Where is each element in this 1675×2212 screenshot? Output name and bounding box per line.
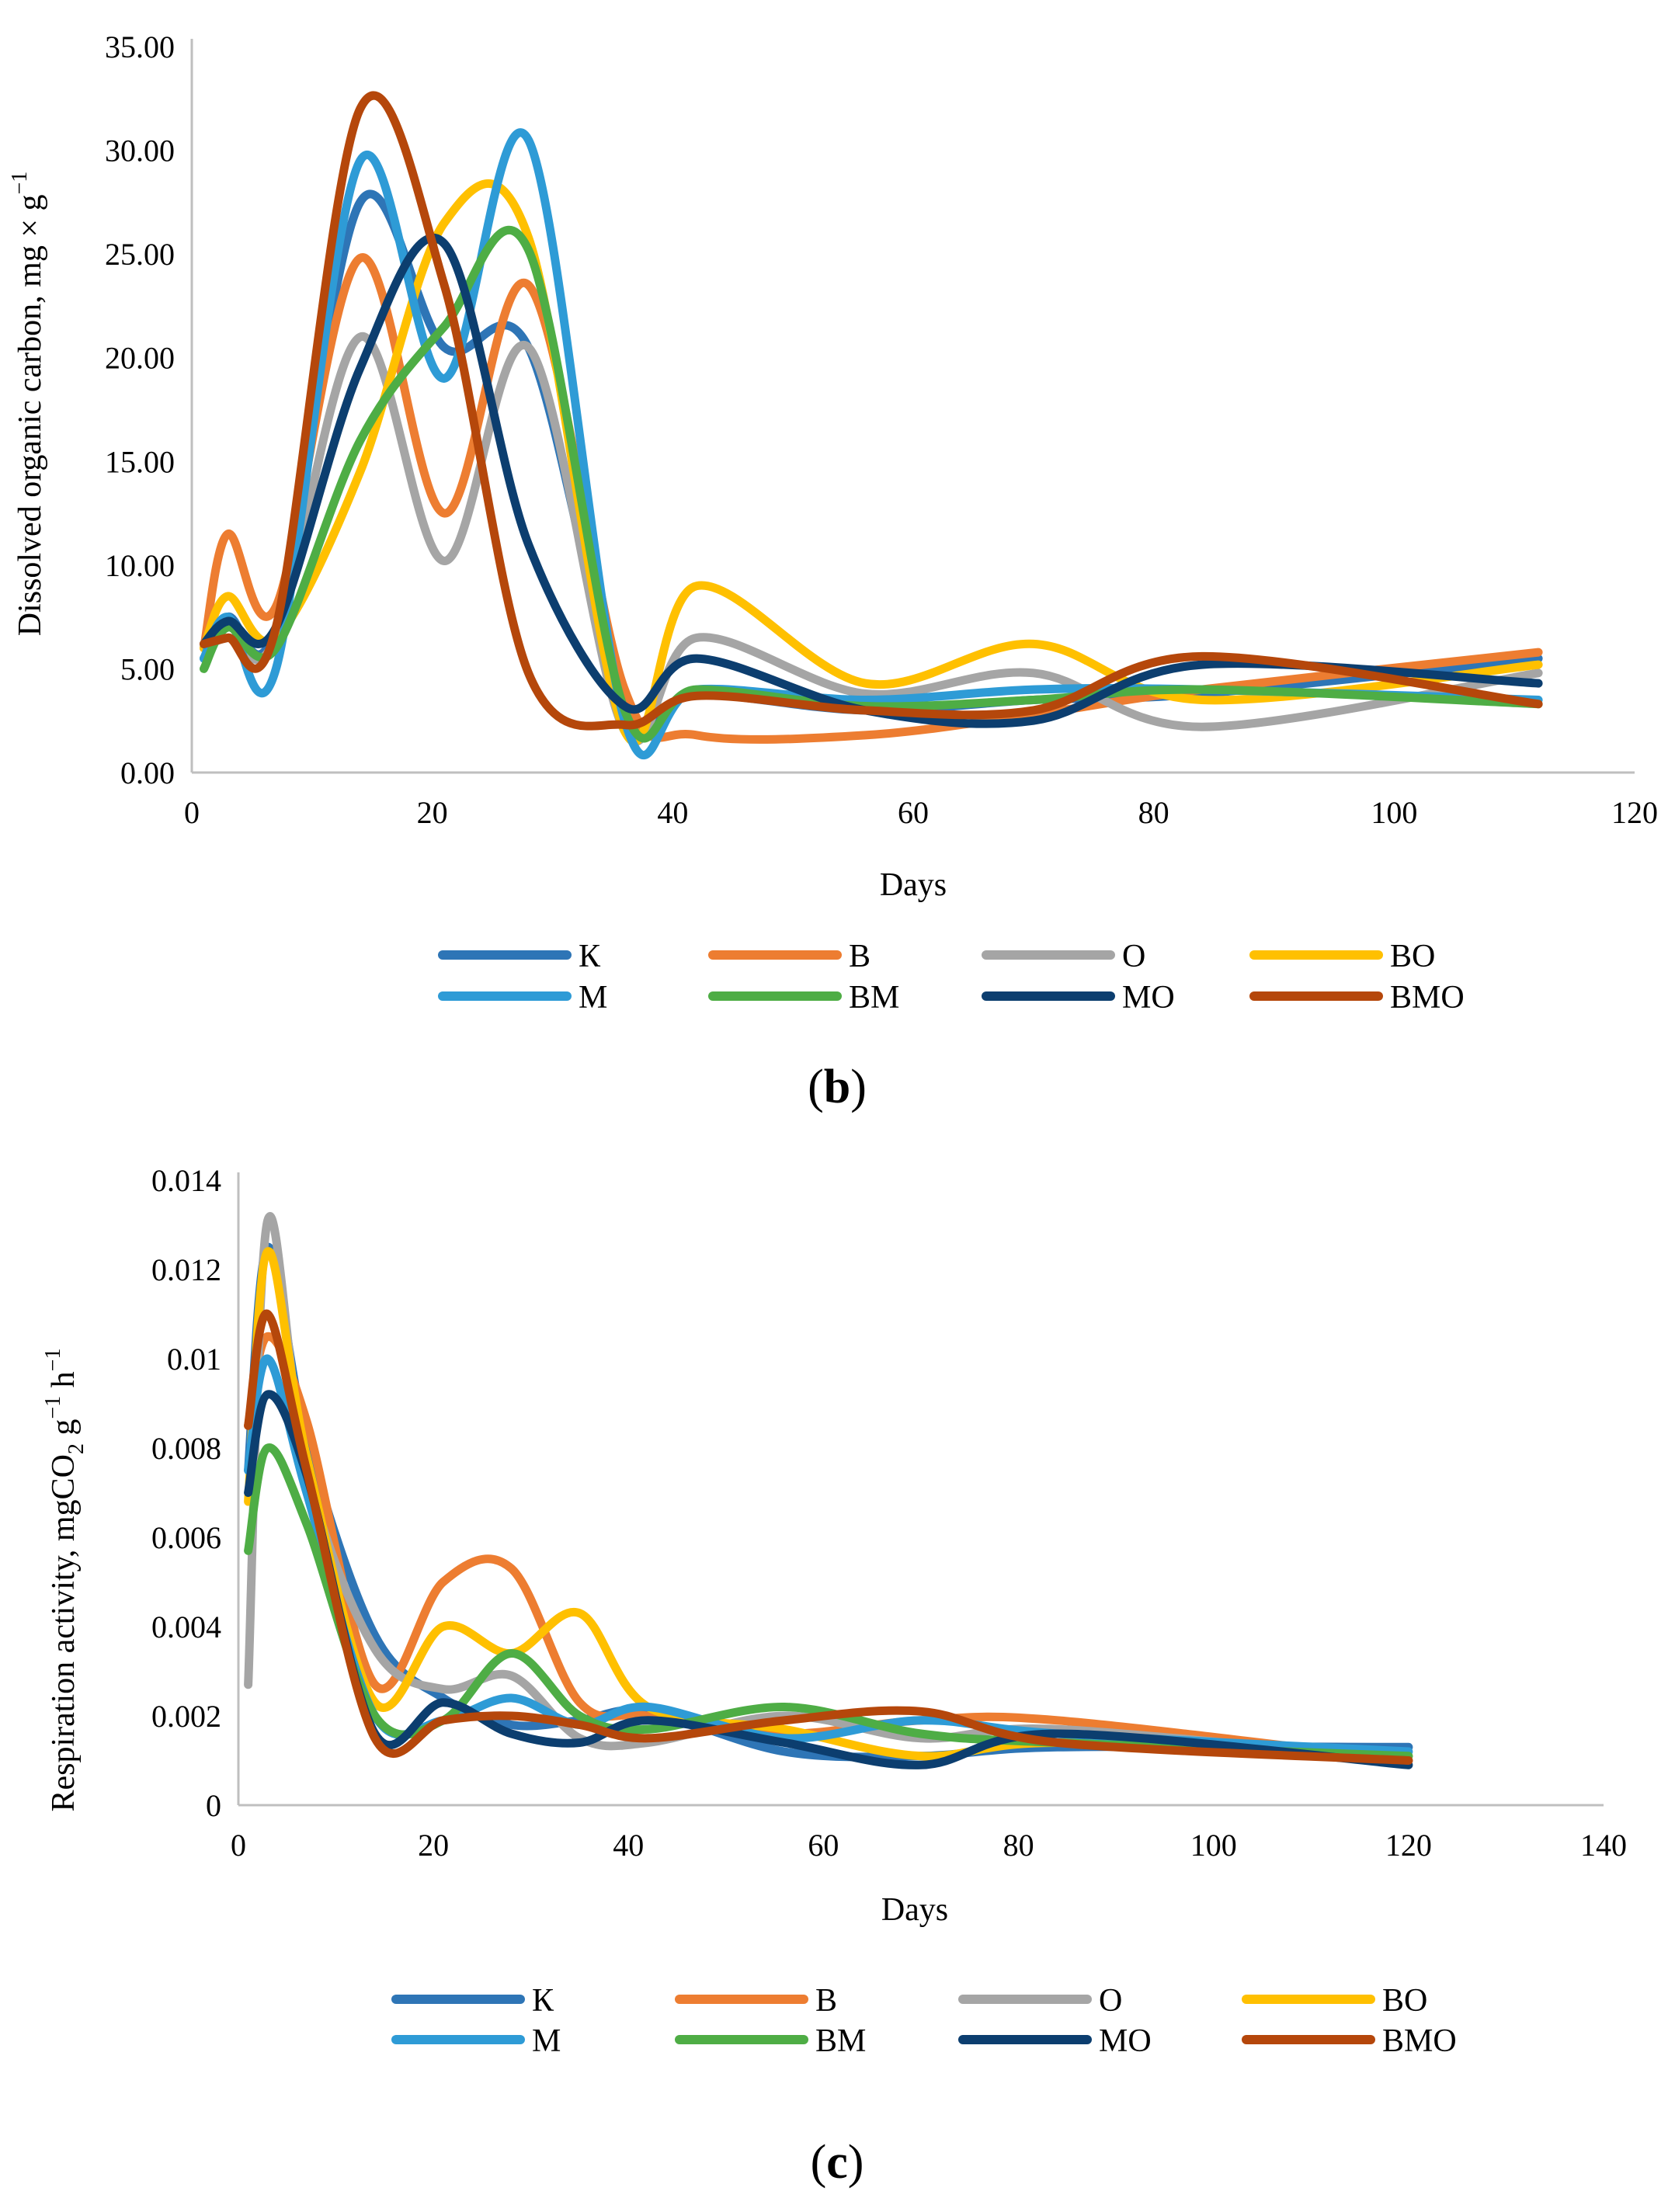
c-legend-label-3: О (1099, 1983, 1122, 2019)
b-ytick-label: 5.00 (120, 651, 175, 686)
c-ylabel-sup2: −1 (41, 1349, 65, 1372)
b-xtick-label: 100 (1371, 795, 1417, 830)
b-legend-label-8: ВМО (1390, 980, 1465, 1016)
b-legend: К В О ВОМ ВМ МО ВМО (438, 939, 1465, 1016)
b-xtick-label: 120 (1611, 795, 1658, 830)
b-ylabel-main: Dissolved organic carbon, mg × g (12, 194, 48, 636)
b-xlabel: Days (880, 867, 947, 903)
c-series-line-4 (244, 1247, 1413, 1761)
b-ytick-label: 30.00 (105, 134, 175, 168)
c-panel-letter: c (826, 2136, 848, 2189)
c-panel-label: (c) (811, 2136, 864, 2189)
c-ylabel-main: Respiration activity, mgCO (46, 1454, 82, 1811)
c-xlabel: Days (881, 1892, 948, 1928)
c-ylabel-g: g (46, 1419, 82, 1444)
b-legend-label-5: М (579, 980, 607, 1016)
b-ytick-label: 20.00 (105, 341, 175, 376)
b-ytick-label: 0.00 (120, 755, 175, 790)
c-xtick-label: 40 (613, 1828, 644, 1863)
c-xtick-label: 20 (418, 1828, 449, 1863)
plot-b-series (200, 91, 1543, 760)
c-xtick-label: 120 (1385, 1828, 1432, 1863)
b-xtick-label: 40 (657, 795, 688, 830)
c-ytick-label: 0.012 (151, 1252, 221, 1287)
b-legend-label-4: ВО (1390, 939, 1435, 974)
plot-c-axes: 0 0.002 0.004 0.006 0.008 0.01 0.012 0.014 0 20 40… (151, 1163, 1627, 1863)
c-ytick-label: 0.01 (167, 1342, 221, 1377)
c-legend: К В О ВОМ ВМ МО ВМО (391, 1983, 1457, 2059)
b-xtick-label: 80 (1138, 795, 1169, 830)
b-series-line-7 (200, 234, 1543, 728)
c-xtick-label: 100 (1190, 1828, 1237, 1863)
c-ytick-label: 0.008 (151, 1431, 221, 1466)
c-ylabel-sub: 2 (64, 1443, 89, 1454)
c-legend-label-6: ВМ (815, 2023, 866, 2059)
c-ytick-label: 0.004 (151, 1610, 221, 1644)
chart-respiration-activity: 0 0.002 0.004 0.006 0.008 0.01 0.012 0.014 0 20 40… (41, 1163, 1627, 2189)
c-legend-label-5: М (532, 2023, 561, 2059)
c-xtick-label: 140 (1580, 1828, 1627, 1863)
c-ytick-label: 0.014 (151, 1163, 221, 1198)
c-ylabel-sup1: −1 (41, 1396, 65, 1419)
c-ytick-label: 0 (206, 1788, 221, 1823)
b-ytick-label: 15.00 (105, 444, 175, 479)
c-series-line-2 (244, 1332, 1413, 1765)
b-ytick-label: 25.00 (105, 237, 175, 272)
b-series-line-8 (200, 91, 1543, 731)
b-xtick-label: 20 (417, 795, 448, 830)
b-legend-label-2: В (849, 939, 871, 974)
c-ytick-label: 0.002 (151, 1699, 221, 1734)
b-ylabel-sup: −1 (8, 172, 32, 195)
c-legend-label-2: В (815, 1983, 837, 2019)
b-xtick-label: 0 (184, 795, 200, 830)
c-series-line-3 (244, 1212, 1413, 1765)
c-series-line-1 (244, 1242, 1413, 1762)
plot-c-series (244, 1212, 1413, 1769)
b-panel-letter: b (824, 1061, 850, 1113)
c-legend-label-7: МО (1099, 2023, 1152, 2059)
c-series-line-5 (244, 1354, 1413, 1756)
c-ylabel-h: h (46, 1371, 82, 1396)
b-series-line-5 (200, 128, 1543, 760)
b-series-line-4 (200, 179, 1543, 746)
b-series-line-6 (200, 225, 1543, 743)
plot-b-axes: 0.00 5.00 10.00 15.00 20.00 25.00 30.00 35.00 0 2… (105, 30, 1658, 830)
c-ylabel: Respiration activity, mgCO2 g−1 h−1 (41, 1349, 89, 1812)
c-xtick-label: 0 (231, 1828, 246, 1863)
b-legend-label-6: ВМ (849, 980, 899, 1016)
c-legend-label-4: ВО (1382, 1983, 1427, 2019)
b-legend-label-7: МО (1122, 980, 1175, 1016)
c-xtick-label: 80 (1003, 1828, 1034, 1863)
c-legend-label-1: К (532, 1983, 554, 2019)
b-ytick-label: 10.00 (105, 548, 175, 583)
b-xtick-label: 60 (898, 795, 929, 830)
c-series-line-8 (244, 1309, 1413, 1765)
c-xtick-label: 60 (808, 1828, 839, 1863)
c-series-line-6 (244, 1443, 1413, 1761)
b-legend-label-1: К (579, 939, 601, 974)
b-ytick-label: 35.00 (105, 30, 175, 64)
c-ytick-label: 0.006 (151, 1520, 221, 1555)
b-panel-label: (b) (808, 1061, 867, 1113)
chart-dissolved-organic-carbon: 0.00 5.00 10.00 15.00 20.00 25.00 30.00 35.00 0 2… (8, 30, 1658, 1113)
b-legend-label-3: О (1122, 939, 1145, 974)
c-legend-label-8: ВМО (1382, 2023, 1457, 2059)
b-ylabel: Dissolved organic carbon, mg × g−1 (8, 172, 48, 637)
